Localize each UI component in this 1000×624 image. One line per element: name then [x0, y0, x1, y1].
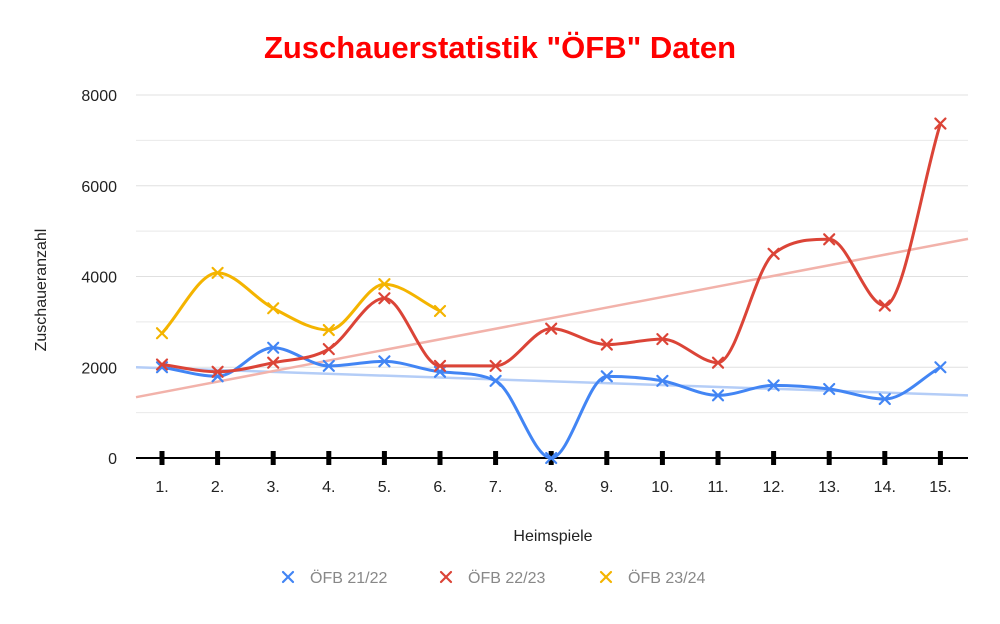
- data-point-series-2: [211, 365, 224, 378]
- chart-title: Zuschauerstatistik "ÖFB" Daten: [264, 30, 736, 65]
- x-tick-label: 14.: [874, 479, 896, 496]
- data-point-series-1: [600, 370, 613, 383]
- x-axis-tick-labels: 1. 2. 3. 4. 5. 6. 7. 8. 9. 10. 11. 12. 13. 14. 15.: [155, 479, 951, 496]
- legend-marker-x-icon: [439, 570, 453, 584]
- x-tick-label: 5.: [378, 479, 391, 496]
- data-point-series-3: [211, 266, 224, 279]
- trendline-layer: [135, 237, 969, 399]
- data-point-series-2: [934, 117, 947, 130]
- data-point-series-3: [433, 304, 447, 318]
- data-point-series-2: [878, 299, 891, 312]
- legend-label: ÖFB 21/22: [310, 569, 387, 587]
- x-tick-label: 1.: [155, 479, 168, 496]
- data-point-series-1: [711, 389, 725, 402]
- x-tick-mark: [493, 451, 499, 465]
- series-line-1: [160, 346, 942, 460]
- data-point-series-2: [823, 233, 836, 246]
- data-point-series-2: [267, 356, 280, 369]
- x-tick-mark: [604, 451, 610, 465]
- data-point-series-1: [767, 379, 780, 392]
- data-point-series-2: [545, 322, 558, 335]
- x-tick-label: 9.: [600, 479, 613, 496]
- series-3: [155, 266, 447, 340]
- y-tick-label: 6000: [81, 179, 117, 196]
- x-tick-mark: [659, 451, 665, 465]
- x-axis-title: Heimspiele: [513, 528, 592, 545]
- x-tick-label: 10.: [651, 479, 673, 496]
- series-line-3: [160, 271, 442, 335]
- grid-layer: [136, 94, 968, 414]
- x-tick-label: 6.: [433, 479, 446, 496]
- x-tick-mark: [882, 451, 888, 465]
- legend-marker-x-icon: [281, 570, 295, 584]
- data-point-series-1: [656, 374, 669, 387]
- x-tick-mark: [215, 451, 221, 465]
- x-tick-label: 12.: [762, 479, 784, 496]
- x-tick-label: 4.: [322, 479, 335, 496]
- data-point-series-1: [878, 392, 891, 406]
- legend-marker-x-icon: [599, 570, 613, 584]
- x-tick-mark: [715, 451, 721, 465]
- x-tick-label: 11.: [707, 479, 728, 496]
- x-tick-label: 7.: [489, 479, 502, 496]
- data-point-series-1: [378, 355, 391, 368]
- data-point-series-2: [155, 358, 169, 371]
- data-point-series-1: [489, 374, 502, 387]
- data-point-series-2: [600, 338, 613, 351]
- x-tick-mark: [159, 451, 165, 465]
- x-tick-label: 3.: [267, 479, 280, 496]
- data-point-series-3: [378, 278, 391, 291]
- trendline-series-2: [135, 237, 969, 399]
- legend-item-series-3[interactable]: ÖFB 23/24: [599, 569, 705, 587]
- data-point-series-1: [322, 359, 335, 372]
- data-point-series-1: [823, 382, 836, 396]
- legend-label: ÖFB 22/23: [468, 569, 545, 587]
- y-axis-tick-labels: 0 2000 4000 6000 8000: [81, 88, 117, 468]
- y-axis-title: Zuschaueranzahl: [33, 229, 50, 352]
- legend: ÖFB 21/22 ÖFB 22/23 ÖFB 23/24: [281, 569, 705, 587]
- x-tick-mark: [326, 451, 332, 465]
- data-point-series-2: [767, 247, 780, 260]
- legend-item-series-1[interactable]: ÖFB 21/22: [281, 569, 387, 587]
- data-point-series-2: [711, 356, 725, 369]
- series-line-2: [160, 122, 942, 374]
- x-tick-mark: [937, 451, 943, 465]
- x-tick-mark: [437, 451, 443, 465]
- y-tick-label: 8000: [81, 88, 117, 105]
- data-point-series-3: [155, 327, 169, 340]
- legend-label: ÖFB 23/24: [628, 569, 705, 587]
- data-point-series-3: [267, 302, 280, 315]
- data-point-series-2: [378, 292, 391, 305]
- series-layer: [155, 117, 947, 465]
- data-point-series-1: [267, 341, 280, 354]
- x-tick-label: 13.: [818, 479, 840, 496]
- x-tick-label: 15.: [929, 479, 951, 496]
- x-tick-mark: [771, 451, 777, 465]
- data-point-series-2: [656, 333, 669, 346]
- data-point-series-3: [322, 323, 335, 337]
- series-1: [155, 341, 947, 465]
- x-tick-mark: [270, 451, 276, 465]
- y-tick-label: 2000: [81, 360, 117, 377]
- y-tick-label: 0: [108, 451, 117, 468]
- series-2: [155, 117, 947, 378]
- data-point-series-2: [489, 359, 502, 372]
- data-point-series-2: [433, 359, 447, 372]
- x-tick-label: 8.: [545, 479, 558, 496]
- x-tick-label: 2.: [211, 479, 224, 496]
- legend-item-series-2[interactable]: ÖFB 22/23: [439, 569, 545, 587]
- y-tick-label: 4000: [81, 270, 117, 287]
- data-point-series-1: [545, 451, 558, 465]
- data-point-series-1: [934, 361, 947, 374]
- x-tick-mark: [826, 451, 832, 465]
- x-tick-mark: [381, 451, 387, 465]
- data-point-series-2: [322, 343, 335, 356]
